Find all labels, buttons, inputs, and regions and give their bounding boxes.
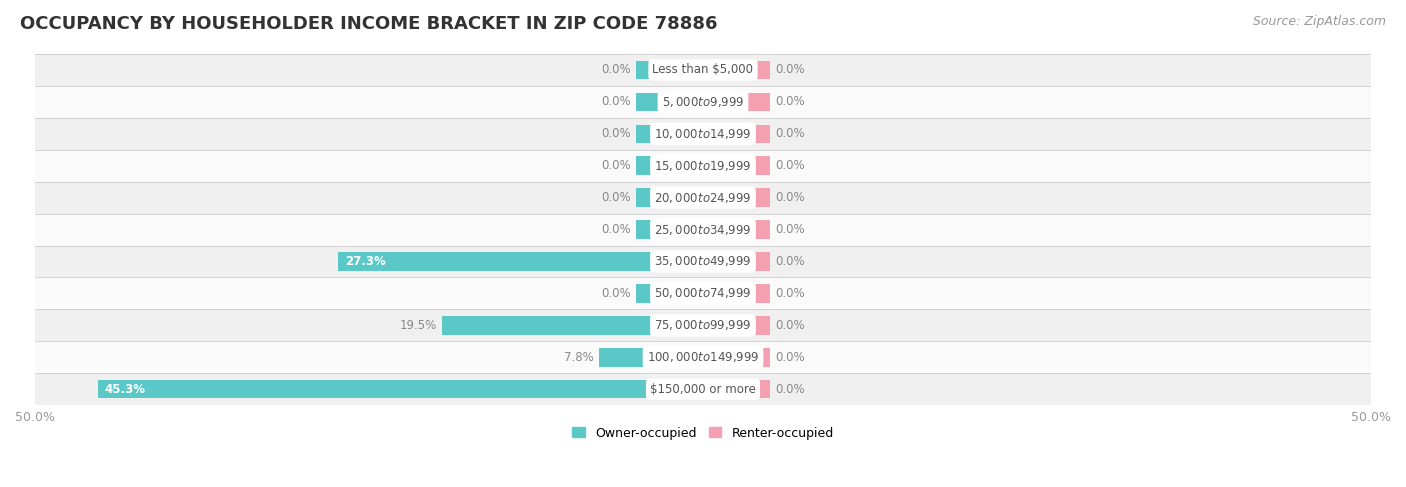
Text: 27.3%: 27.3% — [344, 255, 385, 268]
Bar — [703, 61, 770, 79]
Text: 0.0%: 0.0% — [775, 127, 804, 140]
Bar — [703, 348, 770, 367]
Text: $10,000 to $14,999: $10,000 to $14,999 — [654, 127, 752, 141]
Text: Less than $5,000: Less than $5,000 — [652, 63, 754, 76]
Bar — [35, 150, 1371, 182]
Bar — [703, 156, 770, 175]
Bar — [703, 220, 770, 239]
Bar — [703, 125, 770, 143]
Bar — [443, 316, 703, 335]
Text: 45.3%: 45.3% — [104, 383, 145, 396]
Text: $5,000 to $9,999: $5,000 to $9,999 — [662, 95, 744, 109]
Text: 0.0%: 0.0% — [775, 351, 804, 364]
Text: $15,000 to $19,999: $15,000 to $19,999 — [654, 159, 752, 173]
Text: 0.0%: 0.0% — [775, 383, 804, 396]
Text: $35,000 to $49,999: $35,000 to $49,999 — [654, 255, 752, 268]
Text: 0.0%: 0.0% — [775, 63, 804, 76]
Text: 7.8%: 7.8% — [564, 351, 593, 364]
Bar — [703, 316, 770, 335]
Bar — [636, 61, 703, 79]
Bar — [703, 380, 770, 398]
Text: 0.0%: 0.0% — [775, 191, 804, 204]
Text: 0.0%: 0.0% — [602, 223, 631, 236]
Text: 0.0%: 0.0% — [775, 223, 804, 236]
Bar — [703, 188, 770, 207]
Text: 0.0%: 0.0% — [775, 319, 804, 332]
Bar — [35, 214, 1371, 245]
Bar — [636, 93, 703, 111]
Text: 0.0%: 0.0% — [602, 287, 631, 300]
Text: 0.0%: 0.0% — [602, 191, 631, 204]
Text: $100,000 to $149,999: $100,000 to $149,999 — [647, 350, 759, 364]
Bar — [703, 93, 770, 111]
Bar — [636, 220, 703, 239]
Text: 0.0%: 0.0% — [602, 127, 631, 140]
Text: $50,000 to $74,999: $50,000 to $74,999 — [654, 286, 752, 300]
Bar — [35, 309, 1371, 341]
Bar — [636, 125, 703, 143]
Bar — [35, 373, 1371, 405]
Text: 0.0%: 0.0% — [775, 287, 804, 300]
Bar — [599, 348, 703, 367]
Text: 0.0%: 0.0% — [775, 95, 804, 108]
Bar — [35, 182, 1371, 214]
Bar — [703, 284, 770, 302]
Text: $25,000 to $34,999: $25,000 to $34,999 — [654, 223, 752, 237]
Text: Source: ZipAtlas.com: Source: ZipAtlas.com — [1253, 15, 1386, 28]
Text: 0.0%: 0.0% — [602, 159, 631, 172]
Bar — [339, 252, 703, 271]
Bar — [98, 380, 703, 398]
Bar — [35, 245, 1371, 278]
Text: $75,000 to $99,999: $75,000 to $99,999 — [654, 318, 752, 332]
Text: 0.0%: 0.0% — [602, 95, 631, 108]
Bar — [35, 86, 1371, 118]
Bar — [636, 284, 703, 302]
Bar — [703, 252, 770, 271]
Bar — [636, 156, 703, 175]
Text: $150,000 or more: $150,000 or more — [650, 383, 756, 396]
Text: 19.5%: 19.5% — [399, 319, 437, 332]
Text: 0.0%: 0.0% — [602, 63, 631, 76]
Bar — [35, 341, 1371, 373]
Bar — [35, 54, 1371, 86]
Text: 0.0%: 0.0% — [775, 159, 804, 172]
Legend: Owner-occupied, Renter-occupied: Owner-occupied, Renter-occupied — [568, 422, 838, 445]
Text: 0.0%: 0.0% — [775, 255, 804, 268]
Text: $20,000 to $24,999: $20,000 to $24,999 — [654, 190, 752, 205]
Bar — [35, 278, 1371, 309]
Text: OCCUPANCY BY HOUSEHOLDER INCOME BRACKET IN ZIP CODE 78886: OCCUPANCY BY HOUSEHOLDER INCOME BRACKET … — [20, 15, 717, 33]
Bar — [636, 188, 703, 207]
Bar — [35, 118, 1371, 150]
